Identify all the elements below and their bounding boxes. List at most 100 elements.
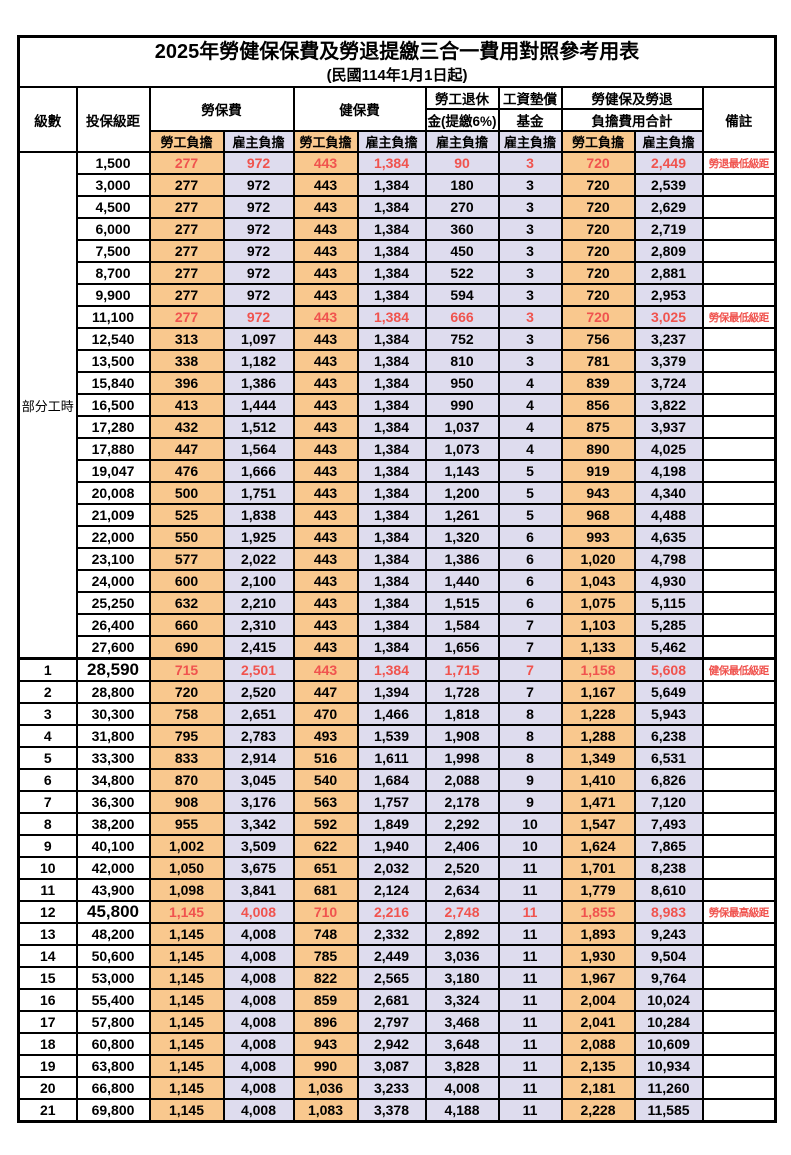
fee-cell: 443 [292, 635, 359, 660]
table-row: 4,500 277 972 443 1,384 270 3 720 2,629 [19, 195, 777, 219]
level-cell: 21 [17, 1098, 78, 1123]
fee-cell: 11 [497, 1098, 563, 1123]
fee-cell: 1,564 [222, 437, 295, 461]
level-cell: 16 [17, 988, 78, 1012]
fee-cell: 748 [292, 922, 359, 946]
fee-cell: 720 [560, 217, 636, 241]
fee-cell: 5 [497, 459, 563, 483]
fee-cell: 1,145 [148, 988, 225, 1012]
fee-cell: 795 [148, 724, 225, 748]
remark-cell [701, 393, 777, 417]
table-row: 27,600 690 2,415 443 1,384 1,656 7 1,133 5,462 [19, 635, 777, 660]
fee-cell: 4,930 [633, 569, 704, 593]
fee-cell: 8,983 [633, 900, 704, 924]
fee-cell: 4,340 [633, 481, 704, 505]
fee-cell: 1,384 [356, 261, 427, 285]
fee-cell: 1,167 [560, 680, 636, 704]
table-row: 6,000 277 972 443 1,384 360 3 720 2,719 [19, 217, 777, 241]
fee-cell: 443 [292, 437, 359, 461]
fee-cell: 3,648 [424, 1032, 500, 1056]
fee-cell: 859 [292, 988, 359, 1012]
fee-cell: 443 [292, 217, 359, 241]
fee-cell: 6 [497, 547, 563, 571]
fee-cell: 2,449 [356, 944, 427, 968]
remark-cell [701, 922, 777, 946]
fee-cell: 2,565 [356, 966, 427, 990]
fee-cell: 3,724 [633, 371, 704, 395]
fee-cell: 968 [560, 503, 636, 527]
fee-cell: 443 [292, 261, 359, 285]
fee-cell: 540 [292, 768, 359, 792]
fee-cell: 720 [560, 151, 636, 175]
fee-cell: 2,539 [633, 173, 704, 197]
table-row: 1 28,590 715 2,501 443 1,384 1,715 7 1,158 5,608 健… [17, 657, 777, 682]
bracket-cell: 12,540 [75, 327, 151, 351]
fee-cell: 715 [148, 657, 225, 682]
fee-cell: 443 [292, 591, 359, 615]
fee-cell: 1,855 [560, 900, 636, 924]
fee-cell: 1,261 [424, 503, 500, 527]
fee-cell: 413 [148, 393, 225, 417]
fee-cell: 2,809 [633, 239, 704, 263]
level-cell: 19 [17, 1054, 78, 1078]
col-header-health-insurance: 健保費 [292, 86, 427, 132]
level-cell: 11 [17, 878, 78, 902]
fee-cell: 2,210 [222, 591, 295, 615]
fee-cell: 9,764 [633, 966, 704, 990]
fee-cell: 443 [292, 283, 359, 307]
fee-cell: 600 [148, 569, 225, 593]
fee-cell: 5,462 [633, 635, 704, 660]
fee-cell: 443 [292, 459, 359, 483]
fee-cell: 5,608 [633, 657, 704, 682]
fee-cell: 3 [497, 261, 563, 285]
fee-cell: 756 [560, 327, 636, 351]
fee-cell: 1,145 [148, 1098, 225, 1123]
fee-cell: 10,024 [633, 988, 704, 1012]
remark-cell [701, 635, 777, 660]
bracket-cell: 36,300 [75, 790, 151, 814]
fee-cell: 3,176 [222, 790, 295, 814]
fee-cell: 443 [292, 327, 359, 351]
table-row: 17,880 447 1,564 443 1,384 1,073 4 890 4,025 [19, 437, 777, 461]
fee-cell: 1,384 [356, 327, 427, 351]
fee-cell: 443 [292, 657, 359, 682]
remark-cell [701, 503, 777, 527]
fee-cell: 277 [148, 239, 225, 263]
bracket-cell: 24,000 [75, 569, 151, 593]
fee-cell: 1,020 [560, 547, 636, 571]
fee-cell: 1,103 [560, 613, 636, 637]
remark-cell [701, 1010, 777, 1034]
level-cell: 8 [17, 812, 78, 836]
fee-cell: 2,634 [424, 878, 500, 902]
fee-cell: 681 [292, 878, 359, 902]
fee-cell: 8 [497, 702, 563, 726]
table-row: 13 48,200 1,145 4,008 748 2,332 2,892 11 1,893 9,… [17, 922, 777, 946]
remark-cell: 健保最低級距 [701, 657, 777, 682]
fee-cell: 1,728 [424, 680, 500, 704]
level-cell: 10 [17, 856, 78, 880]
fee-cell: 9,504 [633, 944, 704, 968]
fee-cell: 9,243 [633, 922, 704, 946]
fee-cell: 2,406 [424, 834, 500, 858]
fee-cell: 7,493 [633, 812, 704, 836]
remark-cell [701, 680, 777, 704]
subheader-labor-employee: 勞工負擔 [148, 130, 225, 153]
table-row: 11 43,900 1,098 3,841 681 2,124 2,634 11 1,779 8,… [17, 878, 777, 902]
fee-cell: 1,998 [424, 746, 500, 770]
fee-cell: 1,930 [560, 944, 636, 968]
fee-cell: 470 [292, 702, 359, 726]
fee-cell: 1,684 [356, 768, 427, 792]
fee-cell: 443 [292, 173, 359, 197]
fee-cell: 972 [222, 239, 295, 263]
fee-cell: 2,748 [424, 900, 500, 924]
bracket-cell: 17,280 [75, 415, 151, 439]
fee-cell: 720 [560, 239, 636, 263]
fee-cell: 277 [148, 195, 225, 219]
table-row: 14 50,600 1,145 4,008 785 2,449 3,036 11 1,930 9,… [17, 944, 777, 968]
remark-cell: 勞保最高級距 [701, 900, 777, 924]
fee-cell: 908 [148, 790, 225, 814]
col-header-bracket: 投保級距 [75, 86, 151, 153]
level-cell: 4 [17, 724, 78, 748]
fee-cell: 3 [497, 151, 563, 175]
fee-cell: 277 [148, 217, 225, 241]
